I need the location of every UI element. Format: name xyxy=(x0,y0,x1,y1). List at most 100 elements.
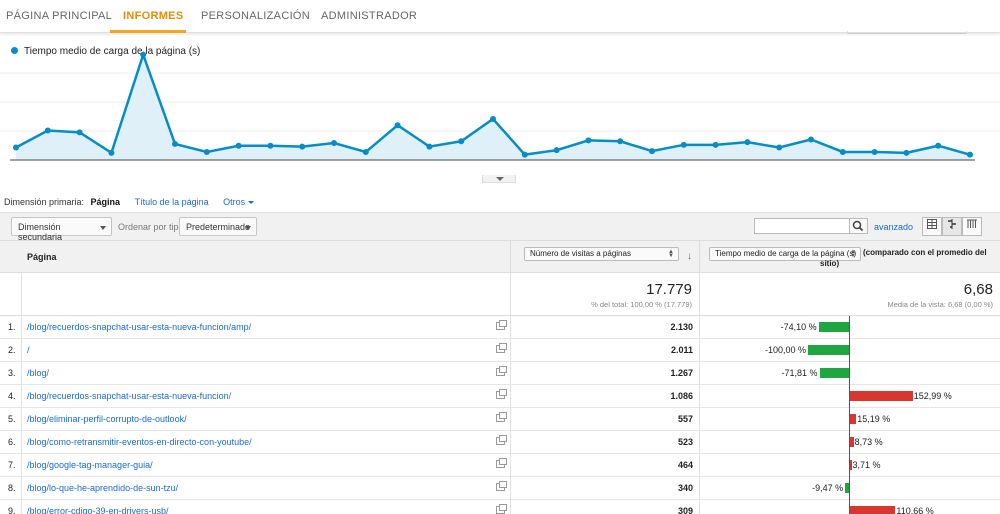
metric-select-label: Número de visitas a páginas xyxy=(530,249,631,258)
column-divider xyxy=(21,408,22,430)
positive-bar xyxy=(850,437,854,447)
total-visits: 17.779 xyxy=(646,281,692,298)
column-divider xyxy=(21,385,22,407)
column-divider xyxy=(699,500,700,514)
data-point[interactable] xyxy=(394,122,401,129)
data-point[interactable] xyxy=(299,143,306,150)
data-point[interactable] xyxy=(426,143,433,150)
column-divider xyxy=(510,316,511,338)
data-point[interactable] xyxy=(553,147,560,154)
advanced-filter-link[interactable]: avanzado xyxy=(874,222,914,232)
data-point[interactable] xyxy=(744,139,751,146)
tab-pagina-principal[interactable]: PÁGINA PRINCIPAL xyxy=(6,10,113,22)
data-point[interactable] xyxy=(362,148,369,155)
chevron-down-icon xyxy=(245,226,251,230)
page-link[interactable]: / xyxy=(27,345,30,355)
data-point[interactable] xyxy=(108,149,115,156)
view-comparison-button[interactable] xyxy=(942,217,962,236)
data-point[interactable] xyxy=(935,142,942,149)
open-page-icon[interactable] xyxy=(496,389,507,399)
primary-dimension-bar: Dimensión primaria: Página Título de la … xyxy=(4,197,255,207)
data-point[interactable] xyxy=(521,151,528,158)
positive-bar xyxy=(850,391,913,401)
row-index: 1. xyxy=(8,322,16,332)
open-page-icon[interactable] xyxy=(496,343,507,353)
column-divider xyxy=(510,431,511,453)
positive-bar xyxy=(850,506,896,514)
secondary-dimension-select[interactable]: Dimensión secundaria xyxy=(11,217,112,242)
sort-type-value: Predeterminado xyxy=(186,222,251,232)
row-index: 7. xyxy=(8,460,16,470)
tab-informes[interactable]: INFORMES xyxy=(123,10,184,22)
data-point[interactable] xyxy=(13,144,19,151)
dimension-option-pagina[interactable]: Página xyxy=(90,197,121,207)
percent-change-label: 8,73 % xyxy=(854,437,883,447)
sort-descending-icon[interactable]: ↓ xyxy=(687,251,692,262)
page-link[interactable]: /blog/google-tag-manager-guia/ xyxy=(27,460,153,470)
view-pivot-button[interactable] xyxy=(962,217,982,236)
tab-personalizacion[interactable]: PERSONALIZACIÓN xyxy=(201,10,311,22)
page-link[interactable]: /blog/recuerdos-snapchat-usar-esta-nueva… xyxy=(27,322,252,332)
data-point[interactable] xyxy=(680,141,687,148)
chevron-down-icon xyxy=(248,201,255,204)
page-link[interactable]: /blog/lo-que-he-aprendido-de-sun-tzu/ xyxy=(27,483,179,493)
column-header-pagina[interactable]: Página xyxy=(27,252,57,262)
column-divider xyxy=(510,385,511,407)
data-point[interactable] xyxy=(490,115,496,122)
open-page-icon[interactable] xyxy=(496,504,507,514)
percent-change-label: 15,19 % xyxy=(857,414,891,424)
chart-collapse-toggle[interactable] xyxy=(482,175,516,183)
column-divider xyxy=(699,477,700,499)
open-page-icon[interactable] xyxy=(496,481,507,491)
column-divider xyxy=(510,362,511,384)
page-link[interactable]: /blog/eliminar-perfil-corrupto-de-outloo… xyxy=(27,414,187,424)
primary-dimension-label: Dimensión primaria: xyxy=(4,197,85,207)
data-point[interactable] xyxy=(776,144,783,151)
percent-change-label: 110,66 % xyxy=(896,506,934,514)
sort-type-select[interactable]: Predeterminado xyxy=(179,217,257,236)
data-point[interactable] xyxy=(585,137,592,144)
data-point[interactable] xyxy=(458,138,465,145)
data-point[interactable] xyxy=(871,148,878,155)
data-point[interactable] xyxy=(967,151,973,158)
updown-icon: ▲ ▼ xyxy=(850,249,856,259)
data-point[interactable] xyxy=(235,142,242,149)
open-page-icon[interactable] xyxy=(496,366,507,376)
data-point[interactable] xyxy=(267,142,274,149)
data-point[interactable] xyxy=(44,127,51,134)
metric-select[interactable]: Número de visitas a páginas ▲ ▼ xyxy=(524,247,679,261)
open-page-icon[interactable] xyxy=(496,320,507,330)
dimension-option-titulo[interactable]: Título de la página xyxy=(134,197,209,207)
page-link[interactable]: /blog/ xyxy=(27,368,50,378)
data-point[interactable] xyxy=(140,51,147,58)
data-point[interactable] xyxy=(903,149,910,156)
negative-bar xyxy=(845,483,849,493)
totals-row: 17.779 % del total: 100,00 % (17.779) 6,… xyxy=(0,272,1000,316)
table-search-input[interactable] xyxy=(754,218,850,234)
page-link[interactable]: /blog/recuerdos-snapchat-usar-esta-nueva… xyxy=(27,391,232,401)
column-divider xyxy=(510,408,511,430)
search-button[interactable] xyxy=(850,218,868,234)
table-row: 8. /blog/lo-que-he-aprendido-de-sun-tzu/3… xyxy=(0,477,1000,500)
data-point[interactable] xyxy=(712,141,719,148)
view-table-button[interactable] xyxy=(922,217,942,236)
page-link[interactable]: /blog/error-cdigo-39-en-drivers-usb/ xyxy=(27,506,169,514)
column-divider xyxy=(510,477,511,499)
compare-metric-select[interactable]: Tiempo medio de carga de la página (s) ▲ ▼ xyxy=(709,247,861,261)
row-index: 4. xyxy=(8,391,16,401)
data-point[interactable] xyxy=(839,148,846,155)
data-point[interactable] xyxy=(172,140,178,147)
data-point[interactable] xyxy=(649,148,655,155)
open-page-icon[interactable] xyxy=(496,435,507,445)
data-point[interactable] xyxy=(808,136,814,143)
data-point[interactable] xyxy=(617,138,624,145)
column-divider xyxy=(510,273,511,315)
data-point[interactable] xyxy=(76,129,83,136)
page-link[interactable]: /blog/como-retransmitir-eventos-en-direc… xyxy=(27,437,252,447)
open-page-icon[interactable] xyxy=(496,458,507,468)
dimension-option-otros[interactable]: Otros xyxy=(223,197,255,207)
open-page-icon[interactable] xyxy=(496,412,507,422)
data-point[interactable] xyxy=(203,148,210,155)
data-point[interactable] xyxy=(331,140,337,147)
tab-administrador[interactable]: ADMINISTRADOR xyxy=(321,10,418,22)
